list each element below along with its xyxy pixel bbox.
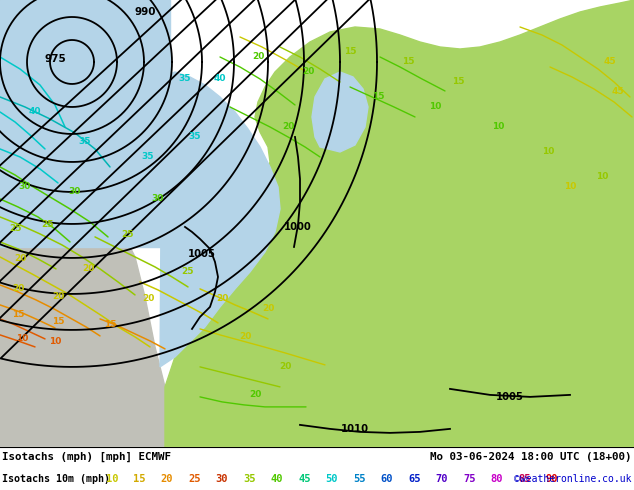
Text: 90: 90 [546,474,559,484]
Text: 35: 35 [142,152,154,162]
Text: 25: 25 [9,224,22,233]
Text: 10: 10 [49,338,61,346]
Text: 20: 20 [52,293,64,301]
Text: 25: 25 [122,230,134,240]
Text: 1000: 1000 [284,222,312,232]
Text: 35: 35 [243,474,256,484]
Text: 20: 20 [279,363,291,371]
Text: 15: 15 [344,48,356,56]
Polygon shape [312,72,368,152]
Text: 20: 20 [249,391,261,399]
Text: 1005: 1005 [496,392,524,402]
Text: 60: 60 [381,474,393,484]
Text: 35: 35 [79,138,91,147]
Text: 40: 40 [271,474,283,484]
Text: 10: 10 [596,172,608,181]
Text: 15: 15 [133,474,146,484]
Text: 20: 20 [216,294,228,303]
Text: 50: 50 [326,474,339,484]
Text: 20: 20 [302,68,314,76]
Text: 45: 45 [612,88,624,97]
Text: 25: 25 [188,474,201,484]
Text: 1010: 1010 [341,424,369,434]
Text: 35: 35 [179,74,191,83]
Text: 15: 15 [452,77,464,86]
Text: 20: 20 [262,304,274,314]
Text: 30: 30 [69,188,81,196]
Text: 25: 25 [42,220,55,229]
Text: 45: 45 [604,57,616,67]
Polygon shape [160,72,280,367]
Text: 20: 20 [14,254,26,264]
Polygon shape [0,0,165,447]
Text: 20: 20 [142,294,154,303]
Text: 25: 25 [182,268,194,276]
Text: 15: 15 [372,93,384,101]
Text: Isotachs 10m (mph): Isotachs 10m (mph) [2,474,110,484]
Text: 80: 80 [491,474,503,484]
Text: ©weatheronline.co.uk: ©weatheronline.co.uk [514,474,631,484]
Text: 10: 10 [542,147,554,156]
Text: 20: 20 [161,474,173,484]
Text: 20: 20 [82,265,94,273]
Text: 40: 40 [214,74,226,83]
Text: 1005: 1005 [188,249,216,259]
Text: 990: 990 [134,7,156,17]
Text: 15: 15 [52,318,64,326]
Polygon shape [165,0,634,447]
Text: 10: 10 [106,474,119,484]
Text: 15: 15 [104,320,116,329]
Text: 70: 70 [436,474,448,484]
Text: 20: 20 [12,284,24,294]
Polygon shape [0,0,170,247]
Text: 15: 15 [402,57,414,67]
Text: 30: 30 [152,195,164,203]
Text: 15: 15 [12,311,24,319]
Text: 30: 30 [216,474,228,484]
Text: Isotachs (mph) [mph] ECMWF: Isotachs (mph) [mph] ECMWF [2,452,171,462]
Text: 10: 10 [429,102,441,111]
Text: 10: 10 [492,122,504,131]
Text: 20: 20 [239,332,251,342]
Text: 10: 10 [564,182,576,192]
Text: Mo 03-06-2024 18:00 UTC (18+00): Mo 03-06-2024 18:00 UTC (18+00) [430,452,632,462]
Text: 75: 75 [463,474,476,484]
Text: 55: 55 [353,474,366,484]
Text: 45: 45 [298,474,311,484]
Text: 30: 30 [19,182,31,192]
Text: 20: 20 [252,52,264,61]
Text: 85: 85 [518,474,531,484]
Text: 35: 35 [189,132,201,142]
Text: 10: 10 [16,334,28,343]
Text: 20: 20 [281,122,294,131]
Text: 65: 65 [408,474,421,484]
Text: 975: 975 [44,54,66,64]
Text: 40: 40 [29,107,41,117]
